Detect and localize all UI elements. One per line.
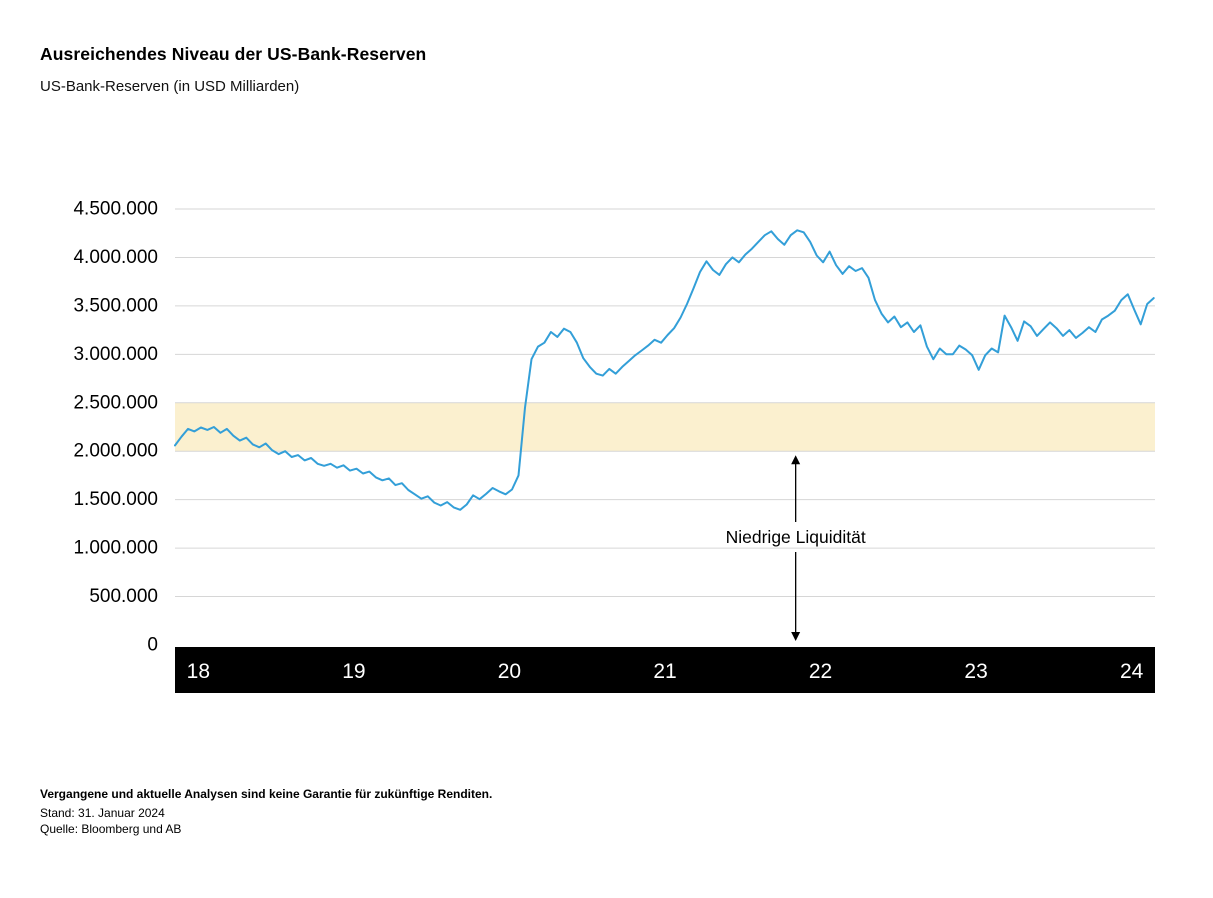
arrowhead-down-icon: [791, 632, 801, 641]
x-axis-tick-label: 21: [653, 660, 676, 683]
chart-title: Ausreichendes Niveau der US-Bank-Reserve…: [40, 44, 427, 64]
arrowhead-up-icon: [791, 455, 801, 465]
source-text: Quelle: Bloomberg und AB: [40, 822, 182, 836]
as-of-date: Stand: 31. Januar 2024: [40, 806, 165, 820]
y-axis-tick-label: 2.000.000: [73, 441, 158, 462]
low-liquidity-band: [175, 402, 1155, 452]
y-axis-tick-label: 1.500.000: [73, 489, 158, 510]
chart-subtitle: US-Bank-Reserven (in USD Milliarden): [40, 78, 300, 95]
y-axis-tick-label: 3.000.000: [73, 344, 158, 365]
x-axis-tick-label: 23: [964, 660, 987, 683]
x-axis-tick-label: 19: [342, 660, 365, 683]
x-axis-tick-label: 18: [187, 660, 210, 683]
annotation-label: Niedrige Liquidität: [726, 527, 866, 547]
reserves-line-chart: 0 500.000 1.000.000 1.500.000 2.000.000 2.500…: [73, 199, 1155, 693]
y-axis-tick-label: 1.000.000: [73, 538, 158, 559]
y-axis-tick-label: 0: [147, 635, 158, 656]
y-axis-tick-label: 4.500.000: [73, 199, 158, 220]
x-axis-tick-label: 22: [809, 660, 832, 683]
x-axis-tick-label: 24: [1120, 660, 1144, 683]
reserves-line: [174, 229, 1155, 511]
x-axis-tick-label: 20: [498, 660, 521, 683]
y-axis-tick-label: 2.500.000: [73, 392, 158, 413]
disclaimer-text: Vergangene und aktuelle Analysen sind ke…: [40, 787, 493, 801]
y-axis-tick-label: 3.500.000: [73, 295, 158, 316]
y-axis-tick-label: 4.000.000: [73, 247, 158, 268]
y-axis-tick-label: 500.000: [89, 586, 158, 607]
x-axis-bar: [175, 647, 1155, 693]
